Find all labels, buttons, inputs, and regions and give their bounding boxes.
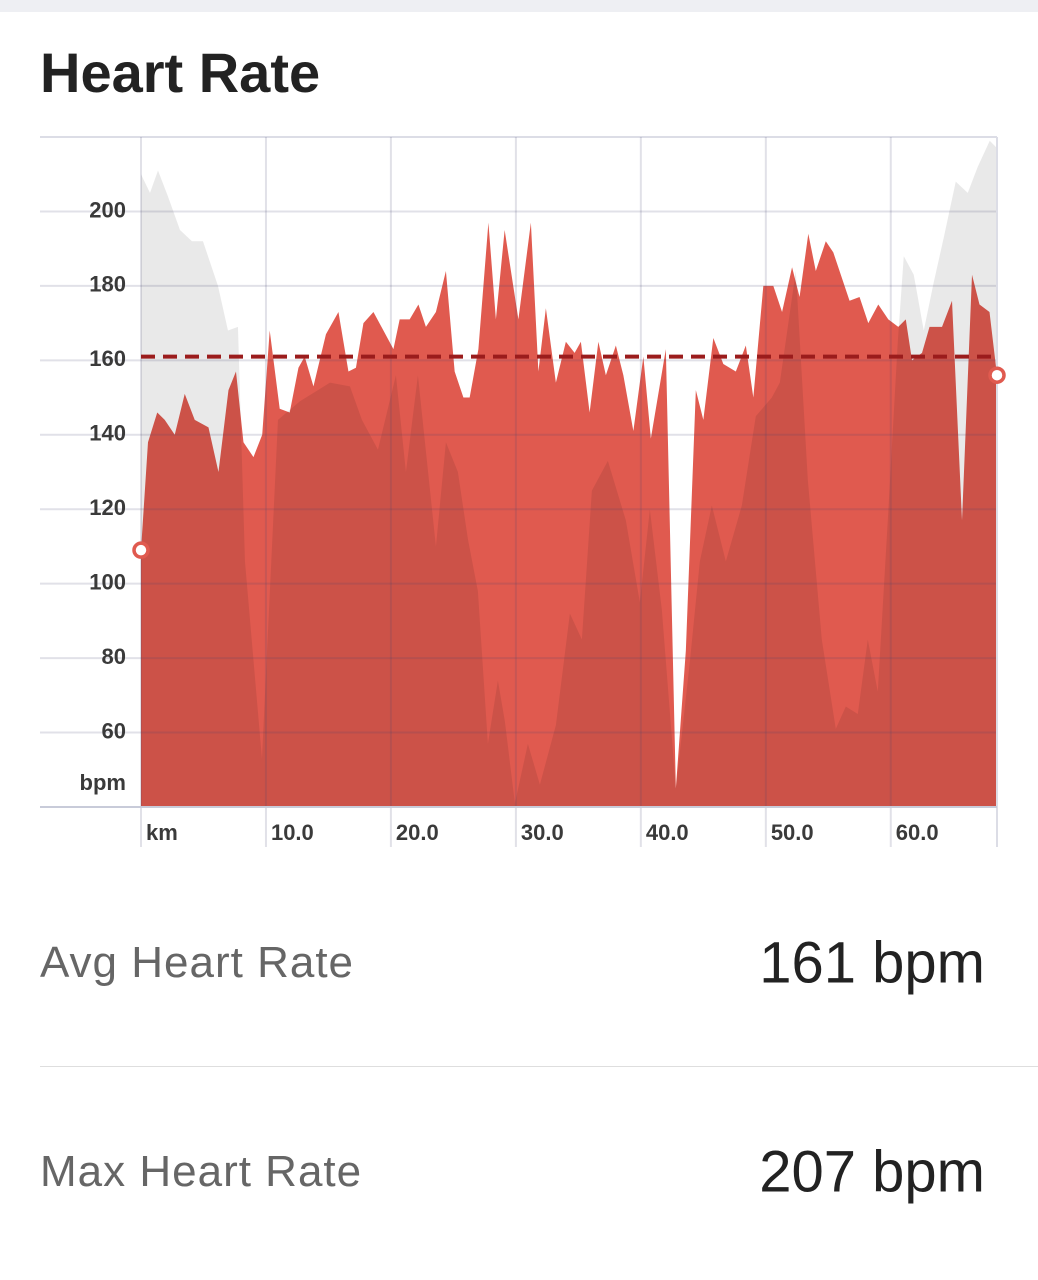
x-tick-label: 20.0 — [396, 820, 439, 845]
top-bar — [0, 0, 1038, 12]
x-tick-label: 60.0 — [896, 820, 939, 845]
y-tick-label: 120 — [89, 495, 126, 520]
y-tick-label: 140 — [89, 421, 126, 446]
x-tick-label: 30.0 — [521, 820, 564, 845]
chart: 60 80 100 120 140 160 180 200 km 10.0 20.0 30.0 40.0… — [40, 136, 1006, 847]
area — [141, 222, 997, 808]
x-tick-label: 10.0 — [271, 820, 314, 845]
area — [141, 140, 997, 807]
stat-row: Avg Heart Rate 161 bpm — [40, 923, 985, 1003]
y-tick-label: 60 — [102, 718, 126, 743]
stat-value: 207 bpm — [759, 1139, 985, 1205]
x-tick-label: km — [146, 820, 178, 845]
stat-label: Avg Heart Rate — [40, 938, 355, 987]
y-axis-label: bpm — [80, 770, 126, 795]
y-tick-label: 200 — [89, 197, 126, 222]
end-marker — [988, 366, 1006, 384]
stat-value: 161 bpm — [759, 930, 985, 996]
divider — [40, 1066, 1038, 1067]
y-tick-label: 160 — [89, 346, 126, 371]
stat-label: Max Heart Rate — [40, 1147, 363, 1196]
stat-row: Max Heart Rate 207 bpm — [40, 1132, 985, 1212]
x-tick-label: 40.0 — [646, 820, 689, 845]
y-tick-label: 100 — [89, 569, 126, 594]
x-tick-label: 50.0 — [771, 820, 814, 845]
y-tick-label: 80 — [102, 644, 126, 669]
title: Heart Rate — [40, 41, 321, 104]
end-marker — [132, 541, 150, 559]
y-tick-label: 180 — [89, 272, 126, 297]
